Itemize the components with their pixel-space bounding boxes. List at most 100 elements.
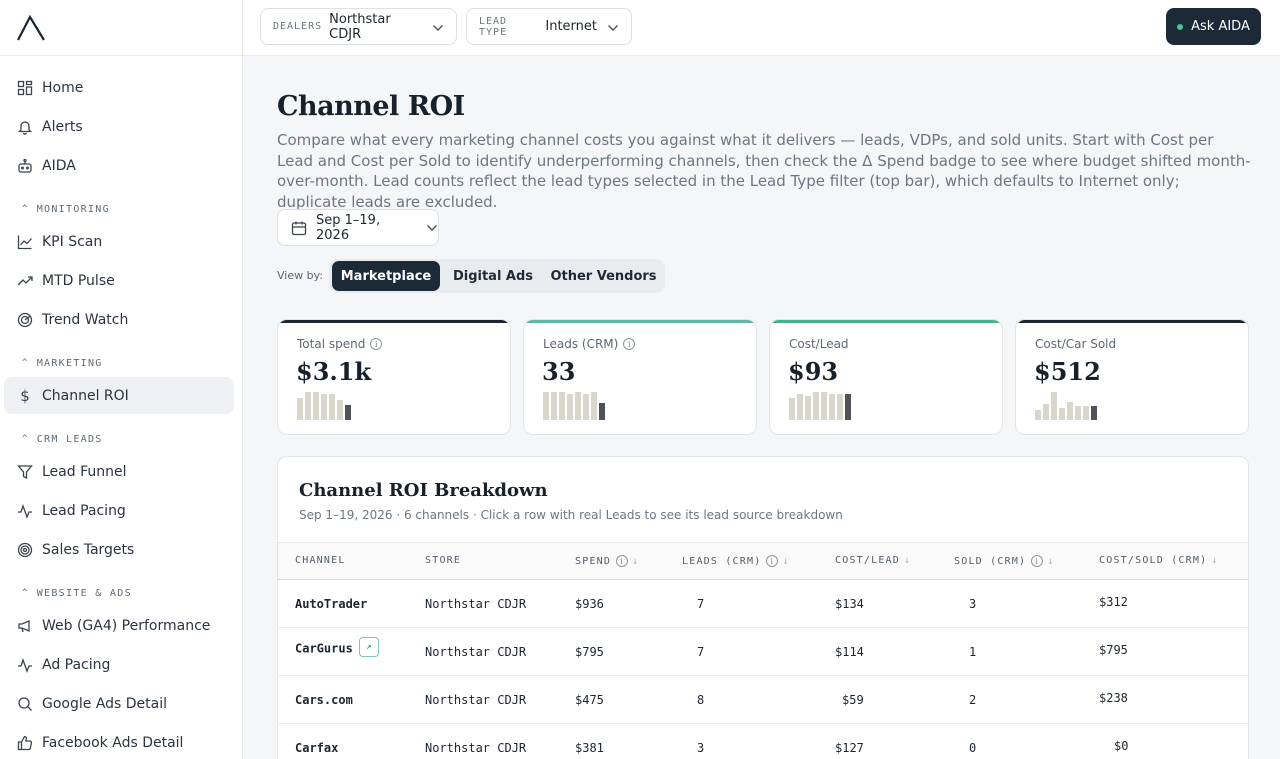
sidebar-item-label: Ad Pacing <box>42 656 111 673</box>
sort-arrow-icon: ↓ <box>782 555 790 567</box>
sidebar-item-label: AIDA <box>42 157 76 174</box>
sort-arrow-icon: ↓ <box>1047 555 1055 567</box>
info-icon[interactable]: i <box>766 555 779 567</box>
table-row[interactable]: CarGurus ↗ Northstar CDJR $795 7 $114 1 $… <box>278 628 1248 676</box>
table-row[interactable]: Carfax Northstar CDJR $381 3 $127 0 $0 <box>278 724 1248 759</box>
card-accent-line <box>1016 320 1248 323</box>
channel-roi-breakdown: Channel ROI Breakdown Sep 1–19, 2026 · 6… <box>277 456 1249 759</box>
card-accent-line <box>524 320 756 323</box>
sidebar-item-web-ga4[interactable]: Web (GA4) Performance <box>4 607 234 644</box>
kpi-card-cost-car-sold: Cost/Car Sold $512 <box>1015 319 1249 435</box>
sidebar-item-google-ads[interactable]: Google Ads Detail <box>4 685 234 722</box>
sidebar-item-kpi-scan[interactable]: KPI Scan <box>4 223 234 260</box>
cell-channel: Cars.com <box>295 693 353 707</box>
cell-leads: 8 <box>697 693 705 707</box>
kpi-card-leads: Leads (CRM) i 33 <box>523 319 757 435</box>
sidebar-item-label: Facebook Ads Detail <box>42 734 184 751</box>
table-row[interactable]: Cars.com Northstar CDJR $475 8 $59 2 $23… <box>278 676 1248 724</box>
section-crm-leads[interactable]: ^ CRM LEADS <box>22 433 103 445</box>
sidebar-item-label: MTD Pulse <box>42 272 115 289</box>
column-header-channel[interactable]: CHANNEL <box>295 555 346 566</box>
sidebar-item-alerts[interactable]: Alerts <box>4 108 234 145</box>
radar-icon <box>16 311 34 329</box>
section-marketing[interactable]: ^ MARKETING <box>22 357 103 369</box>
cell-cost-lead: $134 <box>835 597 864 611</box>
sort-arrow-icon: ↓ <box>632 555 640 567</box>
sidebar-item-trend-watch[interactable]: Trend Watch <box>4 301 234 338</box>
logo-mark-icon <box>17 14 45 41</box>
lead-type-select[interactable]: LEAD TYPE Internet <box>466 8 632 45</box>
info-icon[interactable]: i <box>370 338 383 350</box>
cell-channel: AutoTrader <box>295 597 368 611</box>
sparkline <box>297 390 353 420</box>
kpi-value: 33 <box>542 357 576 386</box>
sidebar-item-label: Trend Watch <box>42 311 129 328</box>
sort-arrow-icon: ↓ <box>1211 555 1219 566</box>
info-icon[interactable]: i <box>616 555 629 567</box>
sidebar-item-home[interactable]: Home <box>4 69 234 106</box>
cell-cost-sold: $0 <box>1114 739 1129 753</box>
sidebar-item-ad-pacing[interactable]: Ad Pacing <box>4 646 234 683</box>
cell-cost-sold: $238 <box>1099 691 1128 705</box>
table-row[interactable]: AutoTrader Northstar CDJR $936 7 $134 3 … <box>278 580 1248 628</box>
sidebar-item-lead-funnel[interactable]: Lead Funnel <box>4 453 234 490</box>
cell-sold: 0 <box>969 741 977 755</box>
column-header-leads[interactable]: LEADS (CRM) i ↓ <box>682 555 790 567</box>
section-monitoring[interactable]: ^ MONITORING <box>22 203 110 215</box>
info-icon[interactable]: i <box>1031 555 1044 567</box>
sidebar-item-mtd-pulse[interactable]: MTD Pulse <box>4 262 234 299</box>
cell-sold: 2 <box>969 693 977 707</box>
sidebar-item-label: Alerts <box>42 118 83 135</box>
card-accent-line <box>770 320 1002 323</box>
sidebar-item-label: Channel ROI <box>42 387 129 404</box>
sidebar-item-label: Home <box>42 79 84 96</box>
column-header-cost-sold[interactable]: COST/SOLD (CRM) ↓ <box>1099 555 1219 566</box>
kpi-card-cost-lead: Cost/Lead $93 <box>769 319 1003 435</box>
dollar-icon: $ <box>20 386 30 405</box>
logo[interactable] <box>0 0 242 56</box>
ask-aida-button[interactable]: Ask AIDA <box>1166 8 1261 45</box>
tab-marketplace[interactable]: Marketplace <box>332 261 440 291</box>
section-website-ads[interactable]: ^ WEBSITE & ADS <box>22 587 132 599</box>
date-range-picker[interactable]: Sep 1–19, 2026 <box>277 209 439 246</box>
grid-icon <box>16 79 34 97</box>
sidebar-item-label: Lead Pacing <box>42 502 126 519</box>
tab-other-vendors[interactable]: Other Vendors <box>550 268 657 284</box>
cell-spend: $936 <box>575 597 604 611</box>
cell-sold: 1 <box>969 645 977 659</box>
sidebar-item-lead-pacing[interactable]: Lead Pacing <box>4 492 234 529</box>
search-icon <box>16 695 34 713</box>
trend-badge-icon[interactable]: ↗ <box>358 637 379 657</box>
view-by-segmented-control: Marketplace Digital Ads Other Vendors <box>329 259 665 293</box>
tab-digital-ads[interactable]: Digital Ads <box>452 268 534 284</box>
cell-channel: Carfax <box>295 741 339 755</box>
column-header-spend[interactable]: SPEND i ↓ <box>575 555 640 567</box>
sidebar-item-label: Sales Targets <box>42 541 135 558</box>
trending-up-icon <box>16 272 34 290</box>
kpi-label: Total spend <box>297 337 366 351</box>
column-header-store[interactable]: STORE <box>425 555 462 566</box>
sidebar-item-sales-targets[interactable]: Sales Targets <box>4 531 234 568</box>
page-description: Compare what every marketing channel cos… <box>277 131 1251 211</box>
view-by-label: View by: <box>277 269 323 282</box>
sidebar-item-facebook-ads[interactable]: Facebook Ads Detail <box>4 724 234 759</box>
sidebar-item-aida[interactable]: AIDA <box>4 147 234 184</box>
line-chart-icon <box>16 233 34 251</box>
cell-cost-sold: $312 <box>1099 595 1128 609</box>
info-icon[interactable]: i <box>623 338 636 350</box>
cell-leads: 7 <box>697 645 705 659</box>
chevron-up-icon: ^ <box>22 204 29 214</box>
sidebar-item-channel-roi[interactable]: $ Channel ROI <box>4 377 234 414</box>
megaphone-icon <box>16 617 34 635</box>
column-header-cost-lead[interactable]: COST/LEAD ↓ <box>835 555 912 566</box>
kpi-label: Cost/Car Sold <box>1035 337 1117 351</box>
panel-subtitle: Sep 1–19, 2026 · 6 channels · Click a ro… <box>299 508 843 522</box>
thumbs-up-icon <box>16 734 34 752</box>
page-title: Channel ROI <box>277 91 465 122</box>
robot-icon <box>16 157 34 175</box>
dealers-select[interactable]: DEALERS Northstar CDJR <box>260 8 457 45</box>
sidebar-item-label: Web (GA4) Performance <box>42 617 211 634</box>
column-header-sold[interactable]: SOLD (CRM) i ↓ <box>954 555 1055 567</box>
cell-channel: CarGurus ↗ <box>295 637 379 657</box>
table-header: CHANNEL STORE SPEND i ↓ LEADS (CRM) i ↓ COST… <box>278 542 1248 580</box>
